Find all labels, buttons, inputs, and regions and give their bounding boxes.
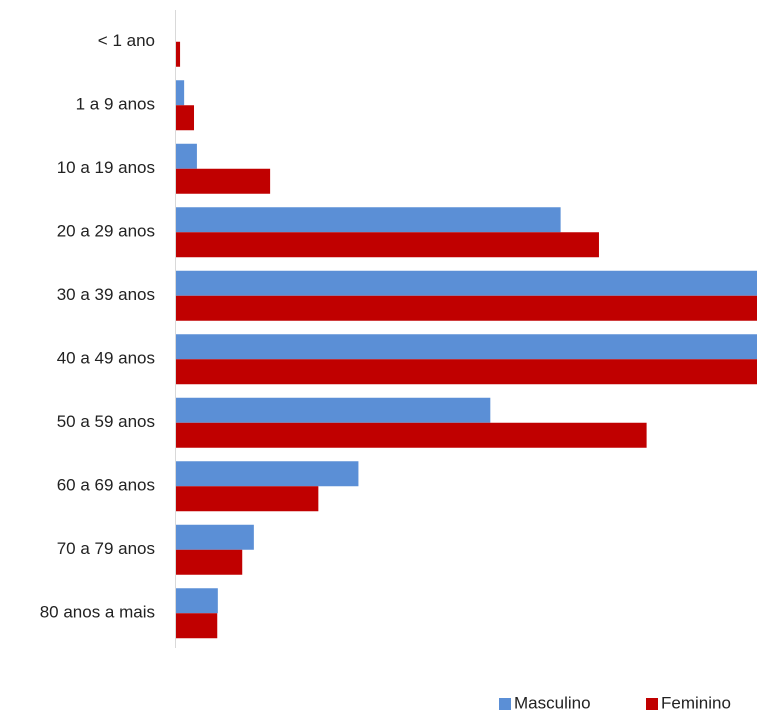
bar-masculino-80-anos-a-mais <box>176 588 218 614</box>
category-label-50-a-59-anos: 50 a 59 anos <box>57 412 155 431</box>
bar-feminino-1-ano <box>176 41 181 67</box>
category-label-1-ano: < 1 ano <box>98 31 155 50</box>
bar-feminino-80-anos-a-mais <box>176 613 218 639</box>
legend-label-masculino: Masculino <box>514 693 591 712</box>
bar-masculino-20-a-29-anos <box>176 207 561 233</box>
category-label-40-a-49-anos: 40 a 49 anos <box>57 349 155 368</box>
bar-feminino-20-a-29-anos <box>176 232 599 258</box>
bar-feminino-10-a-19-anos <box>176 168 271 194</box>
category-label-70-a-79-anos: 70 a 79 anos <box>57 539 155 558</box>
legend-swatch-masculino <box>499 698 511 710</box>
bar-masculino-50-a-59-anos <box>176 397 491 423</box>
bar-masculino-70-a-79-anos <box>176 524 254 550</box>
bar-masculino-10-a-19-anos <box>176 143 197 169</box>
bars <box>176 41 757 639</box>
bar-feminino-30-a-39-anos <box>176 295 757 321</box>
category-label-10-a-19-anos: 10 a 19 anos <box>57 158 155 177</box>
bar-feminino-50-a-59-anos <box>176 422 647 448</box>
bar-feminino-1-a-9-anos <box>176 105 195 131</box>
bar-masculino-1-a-9-anos <box>176 80 185 106</box>
category-label-20-a-29-anos: 20 a 29 anos <box>57 222 155 241</box>
category-label-1-a-9-anos: 1 a 9 anos <box>76 95 155 114</box>
category-label-60-a-69-anos: 60 a 69 anos <box>57 476 155 495</box>
legend-label-feminino: Feminino <box>661 693 731 712</box>
bar-masculino-30-a-39-anos <box>176 270 757 296</box>
bar-feminino-60-a-69-anos <box>176 486 319 512</box>
bar-masculino-60-a-69-anos <box>176 461 359 487</box>
bar-feminino-70-a-79-anos <box>176 549 243 575</box>
bar-feminino-40-a-49-anos <box>176 359 757 385</box>
category-label-80-anos-a-mais: 80 anos a mais <box>40 603 155 622</box>
legend-swatch-feminino <box>646 698 658 710</box>
legend: Masculino Feminino <box>499 693 731 712</box>
bar-masculino-40-a-49-anos <box>176 334 757 360</box>
category-labels: < 1 ano 1 a 9 anos 10 a 19 anos 20 a 29 ano… <box>40 31 155 622</box>
category-label-30-a-39-anos: 30 a 39 anos <box>57 285 155 304</box>
